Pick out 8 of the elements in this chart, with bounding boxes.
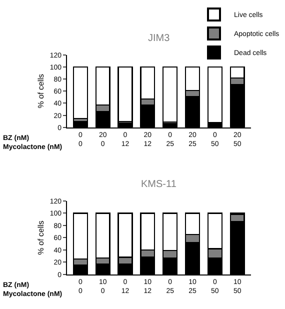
- chart-title: KMS-11: [141, 179, 177, 190]
- y-axis-title: % of cells: [36, 220, 46, 255]
- bar: [162, 66, 178, 123]
- bar: [207, 66, 222, 124]
- bar: [118, 66, 133, 122]
- y-axis-title: % of cells: [36, 74, 46, 108]
- chart-title: JIM3: [148, 33, 170, 44]
- bar: [72, 66, 88, 119]
